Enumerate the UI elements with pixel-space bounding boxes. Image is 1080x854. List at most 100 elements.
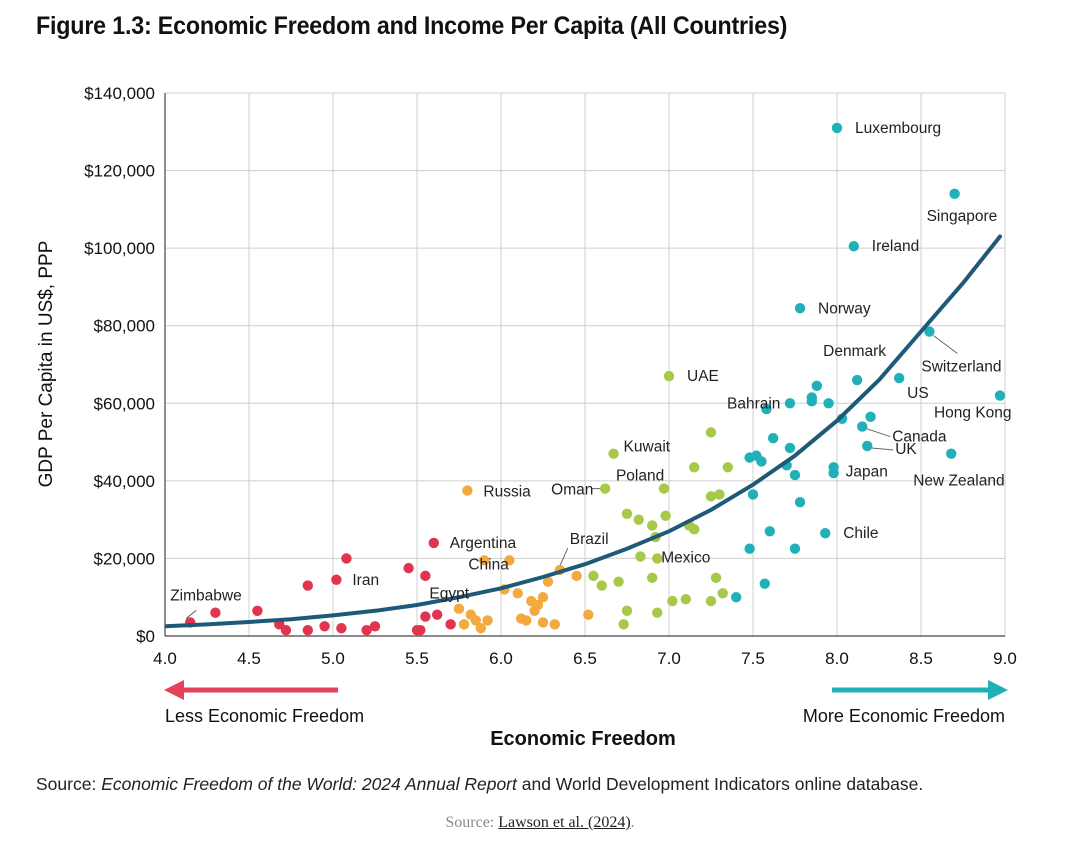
point-hong-kong (994, 390, 1006, 401)
data-point (689, 524, 700, 535)
data-point (453, 603, 465, 615)
data-point (588, 570, 599, 582)
source-note: Source: Economic Freedom of the World: 2… (36, 774, 923, 795)
label-luxembourg: Luxembourg (855, 120, 941, 137)
data-point (794, 496, 806, 508)
label-singapore: Singapore (927, 208, 998, 225)
data-point (482, 615, 493, 626)
point-singapore (949, 188, 960, 200)
data-point (811, 380, 823, 392)
point-switzerland (924, 326, 935, 337)
point-norway (794, 303, 806, 314)
point-mexico (652, 553, 663, 564)
label-ireland: Ireland (872, 238, 919, 255)
credit-suffix: . (630, 814, 635, 831)
point-luxembourg (831, 122, 843, 134)
point-denmark (851, 374, 863, 386)
data-point (823, 398, 834, 409)
leader-line (559, 547, 569, 567)
data-point (759, 578, 770, 589)
data-point (828, 467, 839, 479)
data-point (767, 432, 779, 444)
data-point (789, 543, 801, 554)
label-oman: Oman (551, 482, 593, 499)
point-ireland (848, 241, 859, 252)
label-uk: UK (895, 441, 917, 458)
more-freedom-label: More Economic Freedom (803, 706, 1005, 726)
data-point (744, 543, 755, 554)
country-labels: Zimbabwe Iran Egypt Argentina Russia China Bra… (170, 120, 1011, 605)
credit-link[interactable]: Lawson et al. (2024) (498, 814, 631, 831)
point-egypt (420, 611, 431, 622)
data-point (621, 605, 633, 616)
label-japan: Japan (846, 463, 888, 480)
x-tick-label: 5.0 (321, 649, 345, 668)
point-argentina (428, 537, 439, 549)
data-point (571, 570, 582, 582)
data-point (280, 624, 292, 636)
data-point (618, 619, 629, 630)
data-point (731, 592, 742, 603)
data-point (613, 576, 624, 587)
data-point (583, 609, 594, 620)
data-point (689, 462, 700, 473)
leader-line (871, 447, 894, 451)
y-axis-label: GDP Per Capita in US$, PPP (36, 241, 57, 488)
figure-title: Figure 1.3: Economic Freedom and Income … (36, 12, 788, 40)
y-tick-label: $100,000 (84, 239, 155, 258)
data-point (596, 580, 607, 591)
x-axis-ticks: 4.0 4.5 5.0 5.5 6.0 6.5 7.0 7.5 8.0 8.5 9.0 (153, 649, 1017, 668)
x-axis-label: Economic Freedom (490, 728, 676, 750)
data-point (319, 621, 330, 632)
data-point (361, 624, 372, 636)
label-russia: Russia (483, 484, 531, 501)
leader-line (866, 428, 891, 438)
label-uae: UAE (687, 368, 719, 385)
label-brazil: Brazil (570, 531, 609, 548)
label-argentina: Argentina (450, 535, 517, 552)
point-new-zealand (946, 448, 957, 459)
data-point (705, 491, 717, 502)
image-credit: Source: Lawson et al. (2024). (0, 814, 1080, 832)
data-point (210, 607, 221, 618)
data-point (431, 609, 443, 620)
label-mexico: Mexico (661, 549, 710, 566)
less-freedom-arrow (164, 680, 338, 700)
leader-line (933, 335, 958, 354)
data-point (806, 392, 817, 403)
data-point (252, 605, 263, 616)
label-hong-kong: Hong Kong (934, 405, 1012, 422)
source-suffix: and World Development Indicators online … (516, 774, 924, 794)
x-tick-label: 5.5 (405, 649, 429, 668)
data-point (717, 588, 728, 599)
data-points (185, 122, 1006, 636)
y-tick-label: $80,000 (94, 317, 155, 336)
data-point (479, 555, 490, 566)
point-uk (862, 440, 873, 452)
credit-prefix: Source: (445, 814, 499, 831)
x-tick-label: 6.0 (489, 649, 513, 668)
point-kuwait (608, 448, 619, 459)
data-point (532, 599, 544, 611)
x-tick-label: 8.5 (909, 649, 933, 668)
point-us (893, 372, 905, 384)
label-denmark: Denmark (823, 343, 886, 360)
data-point (710, 572, 722, 584)
data-point (784, 442, 796, 454)
point-bahrain (705, 427, 717, 438)
data-point (302, 624, 313, 636)
gridlines (164, 92, 1006, 637)
data-point (302, 580, 313, 591)
data-point (549, 619, 560, 630)
y-tick-label: $20,000 (94, 549, 155, 568)
label-kuwait: Kuwait (624, 439, 671, 456)
data-point (621, 508, 633, 520)
data-point (647, 572, 658, 584)
data-point (660, 510, 671, 521)
data-point (521, 615, 532, 626)
data-point (705, 595, 717, 607)
point-chile (820, 528, 831, 539)
data-point (336, 623, 347, 634)
data-point (747, 489, 759, 500)
data-point (761, 403, 772, 415)
